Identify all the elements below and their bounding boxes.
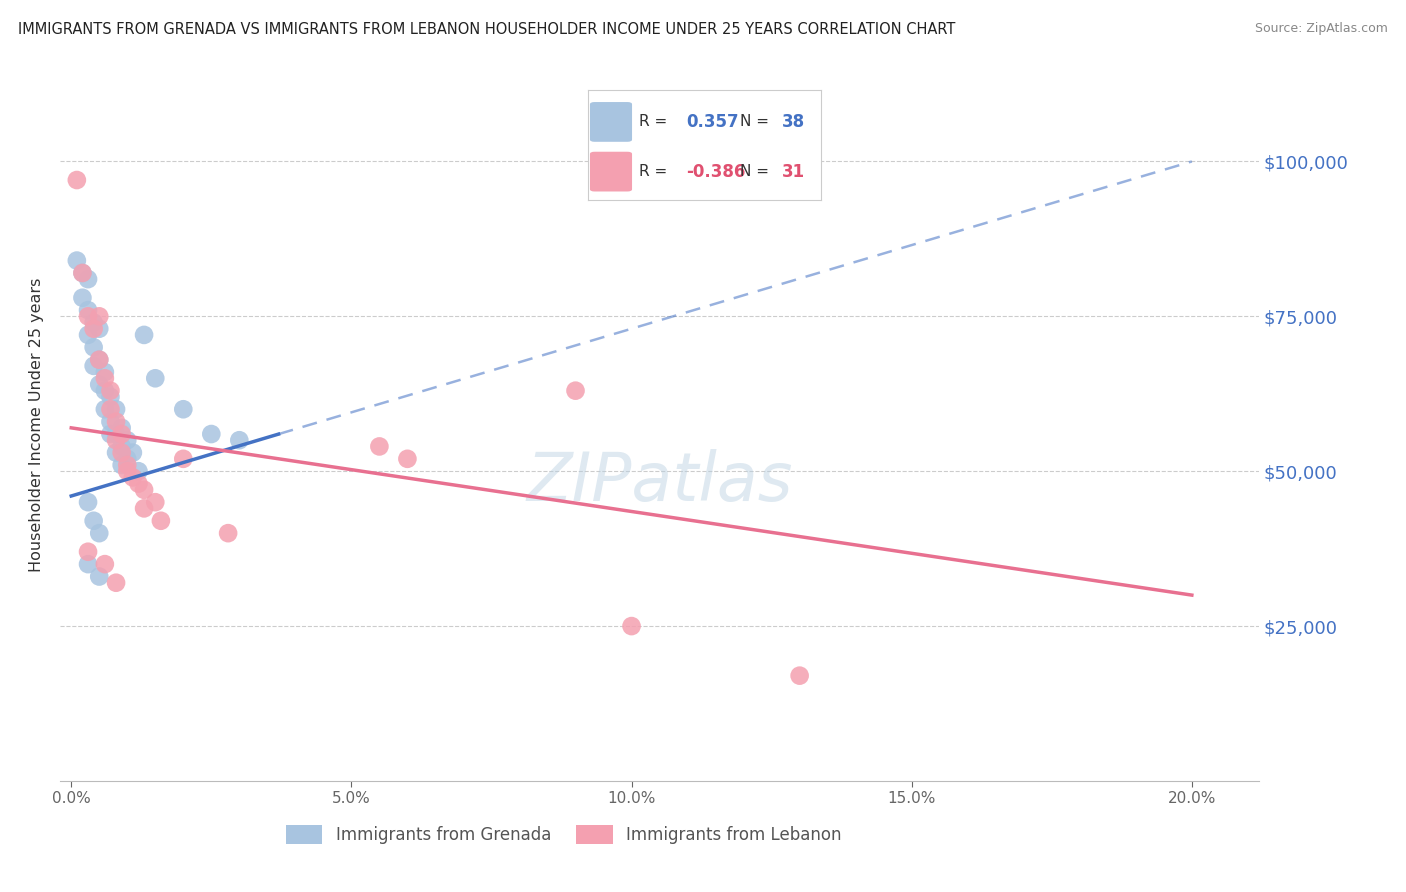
- Point: [111, 445, 134, 459]
- Point: [620, 619, 643, 633]
- Point: [105, 427, 128, 442]
- Point: [66, 173, 89, 187]
- Point: [105, 415, 128, 429]
- Point: [143, 371, 166, 385]
- Point: [117, 434, 139, 448]
- Point: [105, 402, 128, 417]
- Point: [105, 434, 128, 448]
- Point: [143, 495, 166, 509]
- Point: [89, 377, 111, 392]
- Point: [132, 501, 155, 516]
- Point: [100, 415, 122, 429]
- Point: [122, 445, 145, 459]
- Point: [111, 458, 134, 472]
- Point: [83, 316, 105, 330]
- Point: [789, 668, 811, 682]
- Point: [105, 445, 128, 459]
- Point: [77, 272, 100, 286]
- Point: [100, 427, 122, 442]
- Point: [117, 464, 139, 478]
- Point: [117, 458, 139, 472]
- Point: [77, 310, 100, 324]
- Point: [368, 439, 391, 453]
- Point: [132, 483, 155, 497]
- Point: [77, 545, 100, 559]
- Point: [149, 514, 172, 528]
- Point: [89, 526, 111, 541]
- Point: [83, 322, 105, 336]
- Point: [83, 359, 105, 373]
- Point: [111, 427, 134, 442]
- Point: [127, 464, 149, 478]
- Point: [217, 526, 239, 541]
- Text: Source: ZipAtlas.com: Source: ZipAtlas.com: [1254, 22, 1388, 36]
- Point: [83, 514, 105, 528]
- Point: [200, 427, 222, 442]
- Point: [89, 352, 111, 367]
- Point: [66, 253, 89, 268]
- Point: [89, 569, 111, 583]
- Point: [72, 291, 94, 305]
- Point: [77, 303, 100, 318]
- Text: IMMIGRANTS FROM GRENADA VS IMMIGRANTS FROM LEBANON HOUSEHOLDER INCOME UNDER 25 Y: IMMIGRANTS FROM GRENADA VS IMMIGRANTS FR…: [18, 22, 956, 37]
- Point: [94, 402, 117, 417]
- Point: [94, 371, 117, 385]
- Text: ZIPatlas: ZIPatlas: [526, 449, 793, 515]
- Point: [127, 476, 149, 491]
- Point: [94, 384, 117, 398]
- Y-axis label: Householder Income Under 25 years: Householder Income Under 25 years: [30, 277, 44, 572]
- Point: [72, 266, 94, 280]
- Point: [228, 434, 250, 448]
- Point: [83, 340, 105, 354]
- Point: [132, 327, 155, 342]
- Point: [111, 421, 134, 435]
- Point: [72, 266, 94, 280]
- Point: [94, 557, 117, 571]
- Point: [100, 384, 122, 398]
- Point: [94, 365, 117, 379]
- Point: [111, 439, 134, 453]
- Legend: Immigrants from Grenada, Immigrants from Lebanon: Immigrants from Grenada, Immigrants from…: [285, 824, 842, 844]
- Point: [100, 402, 122, 417]
- Point: [564, 384, 586, 398]
- Point: [77, 327, 100, 342]
- Point: [89, 322, 111, 336]
- Point: [77, 495, 100, 509]
- Point: [89, 352, 111, 367]
- Point: [172, 451, 194, 466]
- Point: [100, 390, 122, 404]
- Point: [77, 557, 100, 571]
- Point: [105, 575, 128, 590]
- Point: [122, 470, 145, 484]
- Point: [89, 310, 111, 324]
- Point: [117, 451, 139, 466]
- Point: [396, 451, 419, 466]
- Point: [172, 402, 194, 417]
